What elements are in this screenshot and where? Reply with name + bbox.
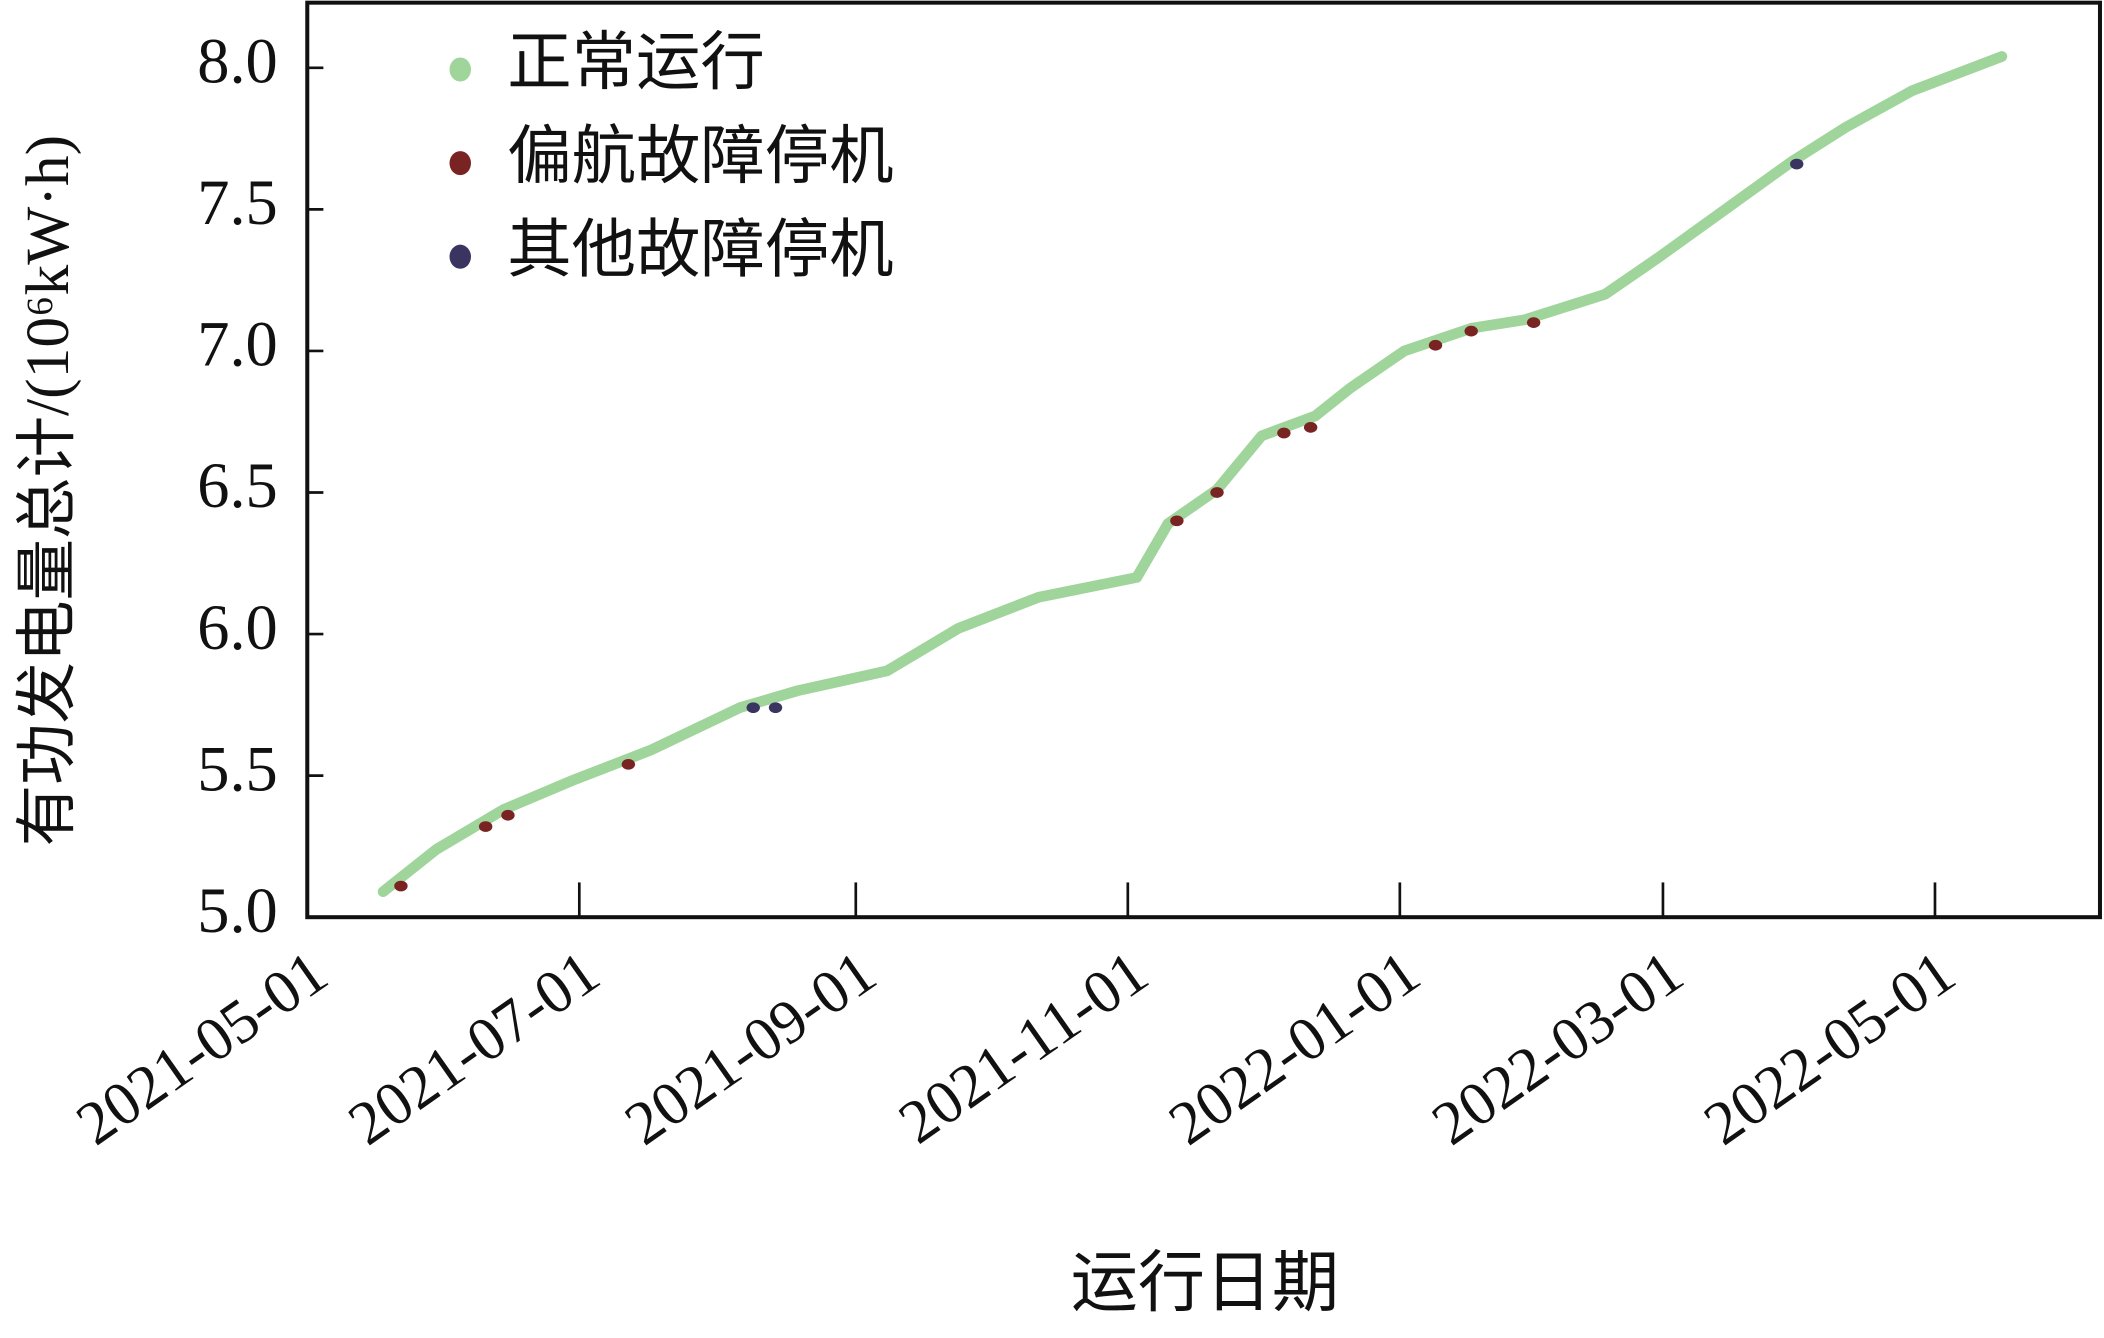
data-point xyxy=(478,821,493,832)
x-tick-label: 2022-01-01 xyxy=(1157,938,1432,1158)
x-tick-label: 2022-05-01 xyxy=(1692,938,1967,1158)
data-point xyxy=(1428,339,1443,351)
y-tick-label: 7.5 xyxy=(197,167,278,238)
x-tick-label: 2022-03-01 xyxy=(1420,938,1695,1158)
data-point xyxy=(394,880,408,892)
data-point xyxy=(746,702,760,714)
legend-marker xyxy=(449,151,471,176)
x-tick-label: 2021-05-01 xyxy=(65,938,340,1158)
plot-frame xyxy=(305,0,2102,920)
y-tick-label: 5.5 xyxy=(197,733,278,804)
data-point xyxy=(1170,515,1184,527)
data-point xyxy=(1464,325,1478,337)
legend-marker xyxy=(449,57,471,82)
x-tick-label: 2021-07-01 xyxy=(337,938,612,1158)
data-point xyxy=(1526,317,1541,328)
y-tick-label: 6.0 xyxy=(197,592,278,663)
data-point xyxy=(1790,158,1804,170)
x-tick-label: 2021-11-01 xyxy=(887,938,1160,1157)
data-point xyxy=(501,809,515,821)
data-point xyxy=(621,758,636,770)
y-tick-label: 5.0 xyxy=(197,875,278,946)
legend-label: 偏航故障停机 xyxy=(507,121,893,192)
x-axis-label: 运行日期 xyxy=(1071,1247,1339,1321)
x-tick-label: 2021-09-01 xyxy=(613,938,888,1158)
data-point xyxy=(1210,487,1224,498)
y-tick-label: 6.5 xyxy=(197,450,278,521)
data-point xyxy=(768,702,783,714)
legend-label: 正常运行 xyxy=(507,27,765,98)
legend-marker xyxy=(449,244,471,269)
y-axis-label: 有功发电量总计/(10⁶kW·h) xyxy=(14,135,82,846)
legend-label: 其他故障停机 xyxy=(507,215,893,286)
data-point xyxy=(1303,422,1318,433)
data-point xyxy=(1277,427,1291,439)
y-tick-label: 7.0 xyxy=(197,309,278,380)
y-tick-label: 8.0 xyxy=(197,26,278,97)
series-line xyxy=(377,51,2008,898)
